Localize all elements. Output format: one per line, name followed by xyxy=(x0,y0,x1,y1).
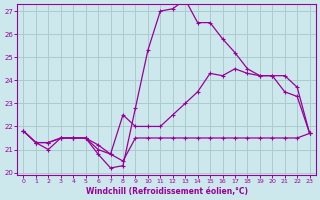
X-axis label: Windchill (Refroidissement éolien,°C): Windchill (Refroidissement éolien,°C) xyxy=(85,187,248,196)
